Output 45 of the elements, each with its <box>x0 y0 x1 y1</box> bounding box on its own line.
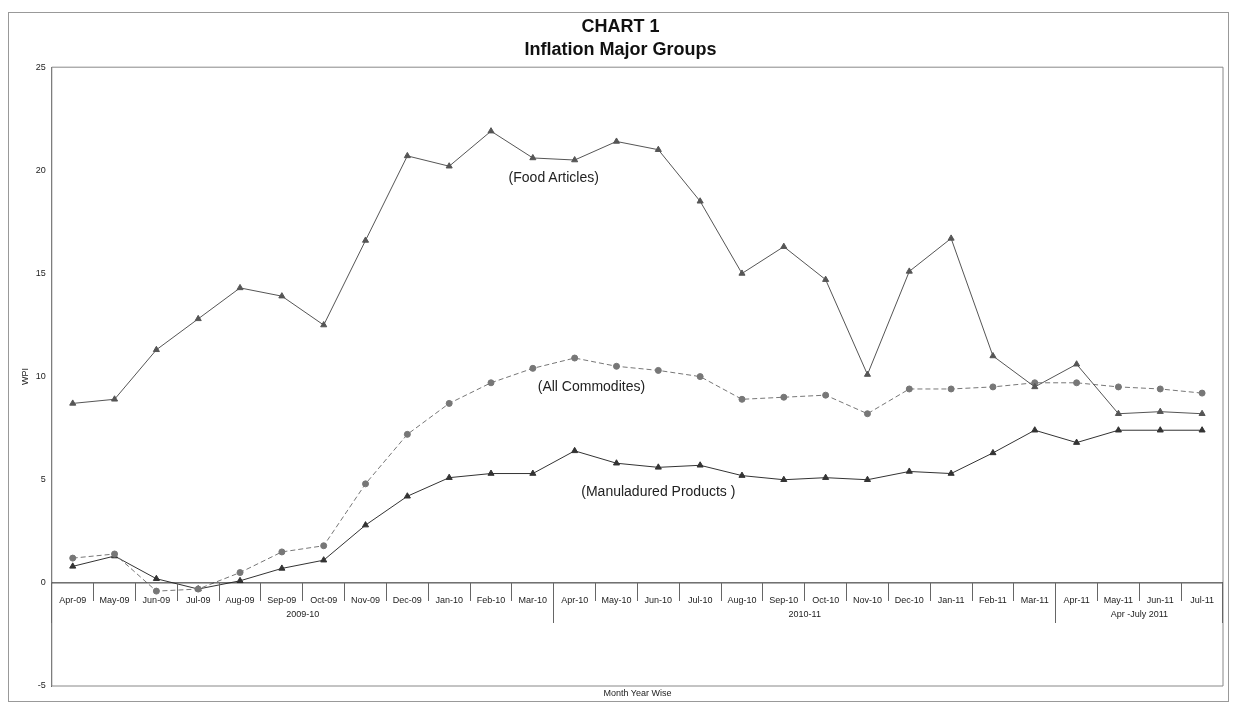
x-tick-label: Oct-09 <box>310 594 338 605</box>
y-tick-label: 0 <box>40 577 46 588</box>
x-tick-label: Apr-09 <box>59 594 87 605</box>
y-tick-label: 20 <box>35 164 46 175</box>
annotation: 2009-10 <box>286 609 320 620</box>
x-tick-label: Jun-09 <box>142 594 171 605</box>
x-tick-label: Feb-10 <box>476 594 506 605</box>
x-tick-label: Sep-09 <box>267 594 297 605</box>
x-tick-label: Aug-10 <box>727 594 757 605</box>
x-tick-label: Jul-11 <box>1190 594 1215 605</box>
x-tick-label: Dec-10 <box>894 594 924 605</box>
x-tick-label: Nov-10 <box>852 594 882 605</box>
x-tick-label: May-09 <box>99 594 130 605</box>
y-axis-title: WPI <box>19 368 30 386</box>
x-tick-label: Mar-11 <box>1020 594 1049 605</box>
x-tick-label: Sep-10 <box>769 594 799 605</box>
y-tick-label: 25 <box>35 61 46 72</box>
series-label: (All Commodites) <box>537 377 646 394</box>
x-tick-label: Nov-09 <box>351 594 381 605</box>
x-tick-label: May-10 <box>601 594 632 605</box>
y-tick-label: 5 <box>40 474 46 485</box>
x-tick-label: Jul-10 <box>687 594 713 605</box>
x-tick-label: Jan-10 <box>435 594 463 605</box>
y-tick-label: 10 <box>35 371 46 382</box>
x-tick-label: Jun-11 <box>1146 594 1174 605</box>
x-tick-label: Apr-10 <box>561 594 589 605</box>
x-tick-label: Feb-11 <box>979 594 1007 605</box>
x-tick-label: Mar-10 <box>518 594 548 605</box>
x-tick-label: May-11 <box>1103 594 1134 605</box>
x-tick-label: Dec-09 <box>392 594 422 605</box>
x-tick-label: Jun-10 <box>644 594 673 605</box>
annotation: Apr -July 2011 <box>1110 609 1169 620</box>
y-tick-label: 15 <box>35 267 46 278</box>
y-tick-label: -5 <box>37 680 46 691</box>
x-tick-label: Apr-11 <box>1063 594 1090 605</box>
x-tick-label: Oct-10 <box>812 594 840 605</box>
x-tick-label: Aug-09 <box>225 594 255 605</box>
series-label: (Food Articles) <box>508 169 599 186</box>
x-tick-label: Jan-11 <box>937 594 965 605</box>
chart-subtitle: Inflation Major Groups <box>524 39 717 60</box>
x-axis-title: Month Year Wise <box>603 688 672 699</box>
x-tick-label: Jul-09 <box>185 594 211 605</box>
chart-title: CHART 1 <box>581 15 660 36</box>
annotation: 2010-11 <box>788 609 821 620</box>
series-label: (Manuladured Products ) <box>581 482 736 499</box>
